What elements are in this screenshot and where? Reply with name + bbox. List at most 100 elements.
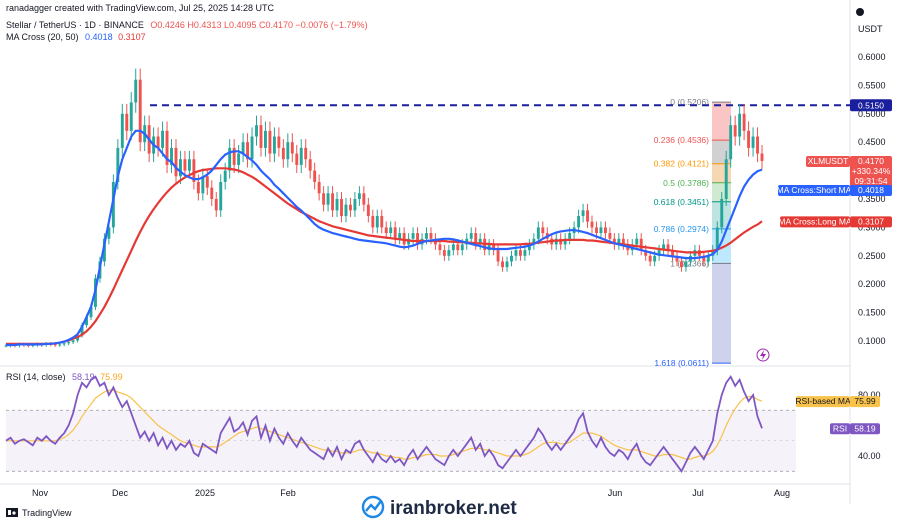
settings-dot-icon[interactable] <box>856 8 864 16</box>
candle[interactable] <box>541 221 545 239</box>
ma-short-line[interactable] <box>6 129 763 347</box>
candle[interactable] <box>272 127 276 163</box>
candle[interactable] <box>756 127 759 163</box>
candle[interactable] <box>210 180 214 206</box>
candle[interactable] <box>313 162 317 190</box>
candle[interactable] <box>192 150 196 190</box>
candle[interactable] <box>255 115 258 146</box>
candle[interactable] <box>729 115 733 168</box>
candle[interactable] <box>264 121 267 157</box>
candle[interactable] <box>738 103 742 146</box>
candle[interactable] <box>675 250 679 267</box>
time-axis[interactable]: Nov Dec 2025 Feb Jun Jul Aug <box>32 488 790 498</box>
candle[interactable] <box>246 133 250 168</box>
candle[interactable] <box>671 244 674 261</box>
candle[interactable] <box>384 221 388 239</box>
candle[interactable] <box>161 121 165 157</box>
candle[interactable] <box>702 250 706 267</box>
candle[interactable] <box>733 115 737 146</box>
candle[interactable] <box>371 209 375 234</box>
candle[interactable] <box>662 239 666 256</box>
candle[interactable] <box>657 244 661 261</box>
candle[interactable] <box>416 227 420 250</box>
candle[interactable] <box>353 192 357 217</box>
candle[interactable] <box>348 197 352 217</box>
candle[interactable] <box>527 239 531 256</box>
candle[interactable] <box>134 68 138 113</box>
candle[interactable] <box>366 197 370 223</box>
candle[interactable] <box>563 233 567 250</box>
candle[interactable] <box>380 209 384 234</box>
candle[interactable] <box>599 221 603 239</box>
candle[interactable] <box>268 121 272 163</box>
candle[interactable] <box>340 192 343 223</box>
rsi-ma-line[interactable] <box>6 389 763 460</box>
candle[interactable] <box>680 256 683 272</box>
candle[interactable] <box>344 197 348 223</box>
candle[interactable] <box>398 227 402 245</box>
candle[interactable] <box>577 209 581 234</box>
candle[interactable] <box>751 127 755 157</box>
candle[interactable] <box>532 233 536 250</box>
candle[interactable] <box>684 256 688 272</box>
candle[interactable] <box>590 215 594 234</box>
candle[interactable] <box>156 127 160 157</box>
candle[interactable] <box>179 150 182 185</box>
candle[interactable] <box>286 133 290 168</box>
lightning-icon[interactable] <box>756 348 770 362</box>
candle[interactable] <box>214 192 218 217</box>
candle[interactable] <box>586 203 589 228</box>
candle[interactable] <box>331 186 335 217</box>
candle[interactable] <box>281 139 285 168</box>
candle[interactable] <box>129 92 133 141</box>
candle[interactable] <box>402 227 406 250</box>
candle[interactable] <box>375 209 379 234</box>
candle[interactable] <box>442 244 446 261</box>
candle[interactable] <box>201 168 205 201</box>
ma-long-line[interactable] <box>6 167 763 345</box>
candle[interactable] <box>510 250 513 267</box>
candle[interactable] <box>317 174 321 201</box>
candle[interactable] <box>259 115 263 157</box>
candle[interactable] <box>304 139 308 168</box>
candle[interactable] <box>447 244 451 261</box>
candle[interactable] <box>362 186 366 212</box>
candle[interactable] <box>125 103 129 141</box>
ma-legend[interactable]: MA Cross (20, 50) 0.4018 0.3107 <box>6 32 146 42</box>
candle[interactable] <box>335 192 339 217</box>
candle[interactable] <box>120 103 124 157</box>
candle[interactable] <box>277 127 281 157</box>
candle[interactable] <box>237 145 241 174</box>
candle[interactable] <box>308 150 312 179</box>
candle[interactable] <box>742 103 746 141</box>
rsi-legend[interactable]: RSI (14, close) 58.19 75.99 <box>6 372 123 382</box>
candle[interactable] <box>666 239 670 256</box>
candle[interactable] <box>706 250 710 267</box>
candle[interactable] <box>501 256 504 272</box>
candle[interactable] <box>223 162 227 190</box>
candle[interactable] <box>232 139 236 174</box>
rsi-line[interactable] <box>5 374 763 474</box>
candle[interactable] <box>228 139 232 179</box>
candle[interactable] <box>241 133 245 163</box>
candle[interactable] <box>393 221 397 245</box>
candle[interactable] <box>621 233 625 250</box>
candle[interactable] <box>290 133 294 163</box>
candle[interactable] <box>747 121 751 157</box>
candle[interactable] <box>492 239 496 256</box>
candle[interactable] <box>612 233 616 250</box>
candle[interactable] <box>326 186 330 212</box>
candle[interactable] <box>219 174 223 217</box>
candle[interactable] <box>617 233 621 250</box>
candle[interactable] <box>174 139 178 185</box>
candle[interactable] <box>389 221 393 239</box>
candle[interactable] <box>469 227 473 245</box>
candle[interactable] <box>720 192 724 234</box>
candle[interactable] <box>603 221 607 239</box>
candle[interactable] <box>639 233 643 256</box>
candle[interactable] <box>322 186 326 212</box>
candle[interactable] <box>299 139 303 174</box>
candle[interactable] <box>724 150 728 206</box>
candle[interactable] <box>170 139 173 174</box>
